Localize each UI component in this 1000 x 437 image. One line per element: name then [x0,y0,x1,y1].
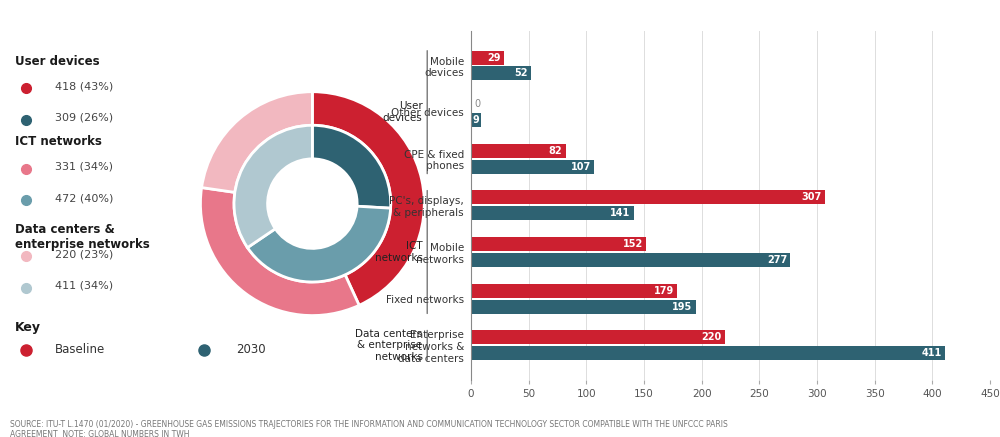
Text: 152: 152 [623,239,643,249]
Text: SOURCE: ITU-T L.1470 (01/2020) - GREENHOUSE GAS EMISSIONS TRAJECTORIES FOR THE I: SOURCE: ITU-T L.1470 (01/2020) - GREENHO… [10,420,728,437]
Text: 82: 82 [548,146,562,156]
Text: ICT
networks: ICT networks [375,241,423,263]
Text: 411: 411 [921,348,942,358]
Bar [471,299,696,313]
Bar [471,66,531,80]
Bar [471,330,725,344]
Text: 220 (23%): 220 (23%) [55,250,113,259]
Text: 307: 307 [801,192,822,202]
Text: 195: 195 [672,302,692,312]
Text: User
devices: User devices [383,101,423,123]
Text: 2030: 2030 [236,343,265,356]
Text: 107: 107 [571,162,591,172]
Bar [471,346,945,360]
Bar [471,191,825,205]
Text: 331 (34%): 331 (34%) [55,162,113,172]
Text: 0: 0 [474,99,481,109]
Bar [471,113,481,127]
Text: 472 (40%): 472 (40%) [55,194,114,203]
Text: 418 (43%): 418 (43%) [55,82,113,91]
Text: 277: 277 [767,255,787,265]
Text: 411 (34%): 411 (34%) [55,281,113,291]
Bar [471,253,790,267]
Text: 309 (26%): 309 (26%) [55,113,113,123]
Text: Key: Key [15,321,41,334]
Text: Baseline: Baseline [55,343,105,356]
Text: 52: 52 [514,69,528,79]
Text: 9: 9 [472,115,479,125]
Text: ICT networks: ICT networks [15,135,101,149]
Bar [471,284,677,298]
Bar [471,144,566,158]
Text: 29: 29 [487,52,501,62]
Text: Data centers
& enterprise
networks: Data centers & enterprise networks [355,329,423,362]
Bar [471,160,594,173]
Text: 220: 220 [701,332,721,342]
Text: Data centers &
enterprise networks: Data centers & enterprise networks [15,223,149,251]
Text: 141: 141 [610,208,630,218]
Bar [471,51,504,65]
Bar [471,206,634,220]
Text: 179: 179 [654,286,674,296]
Bar [471,237,646,251]
Text: User devices: User devices [15,55,99,68]
